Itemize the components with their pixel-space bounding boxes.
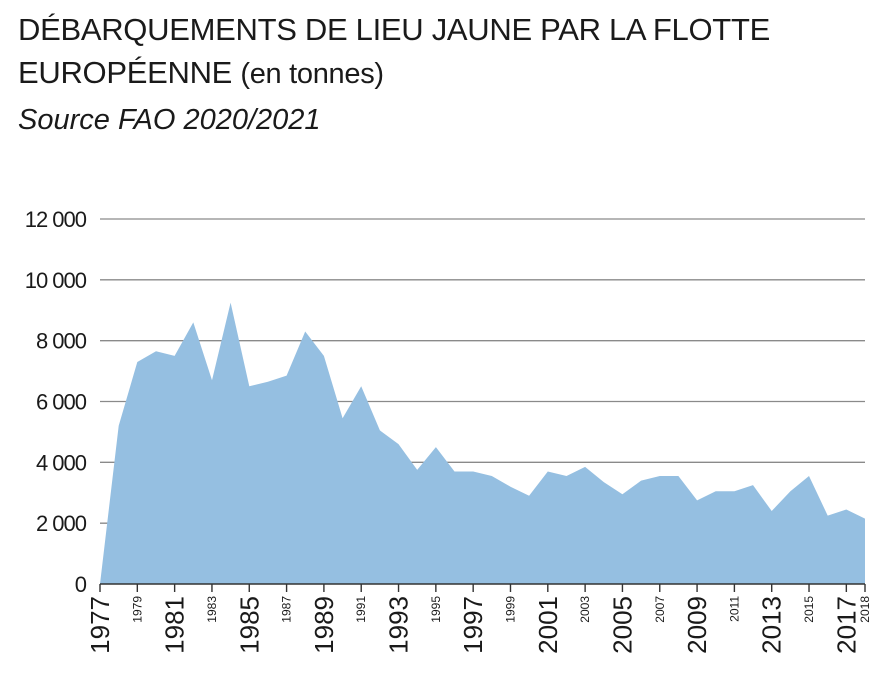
chart-source: Source FAO 2020/2021	[18, 104, 321, 136]
x-tick-label-large: 1985	[234, 596, 264, 654]
x-tick-label-large: 1993	[384, 596, 414, 654]
tick-labels: 0 2 000 4 000 6 000 8 000 10 000 12 000 1977 198…	[25, 207, 872, 654]
x-tick-label-small: 1995	[429, 596, 443, 623]
x-tick-label-small: 1999	[504, 596, 518, 623]
axes	[99, 583, 866, 592]
x-tick-label-small: 2003	[578, 596, 592, 623]
y-tick-label: 2 000	[36, 511, 87, 536]
y-tick-label: 10 000	[25, 268, 87, 293]
x-tick-label-large: 1981	[160, 596, 190, 654]
x-tick-label-large: 2013	[757, 596, 787, 654]
x-tick-label-small: 2007	[653, 596, 667, 623]
x-tick-label-small: 1983	[205, 596, 219, 623]
y-tick-label: 4 000	[36, 450, 87, 475]
x-tick-label-small: 1991	[354, 596, 368, 623]
y-tick-label: 6 000	[36, 390, 87, 415]
x-tick-label-small: 2018	[858, 596, 872, 623]
x-tick-label-small: 2011	[727, 596, 741, 622]
x-tick-label-small: 1979	[130, 596, 144, 623]
x-tick-label-large: 2001	[533, 596, 563, 654]
chart-title-text: DÉBARQUEMENTS DE LIEU JAUNE PAR LA FLOTT…	[18, 12, 770, 90]
x-tick-label-small: 2015	[802, 596, 816, 623]
landings-area	[100, 302, 865, 584]
x-tick-label-large: 1989	[309, 596, 339, 654]
y-tick-label: 12 000	[25, 207, 87, 232]
x-tick-label-large: 1977	[85, 596, 115, 654]
x-tick-label-large: 2005	[607, 596, 637, 654]
x-tick-label-large: 2017	[831, 596, 861, 654]
y-tick-label: 0	[75, 572, 87, 597]
x-tick-label-large: 2009	[682, 596, 712, 654]
chart-title: DÉBARQUEMENTS DE LIEU JAUNE PAR LA FLOTT…	[18, 8, 878, 96]
x-tick-label-small: 1987	[280, 596, 294, 623]
x-tick-label-large: 1997	[458, 596, 488, 654]
y-tick-label: 8 000	[36, 329, 87, 354]
chart-unit: (en tonnes)	[240, 58, 384, 90]
plot-area	[100, 302, 865, 584]
